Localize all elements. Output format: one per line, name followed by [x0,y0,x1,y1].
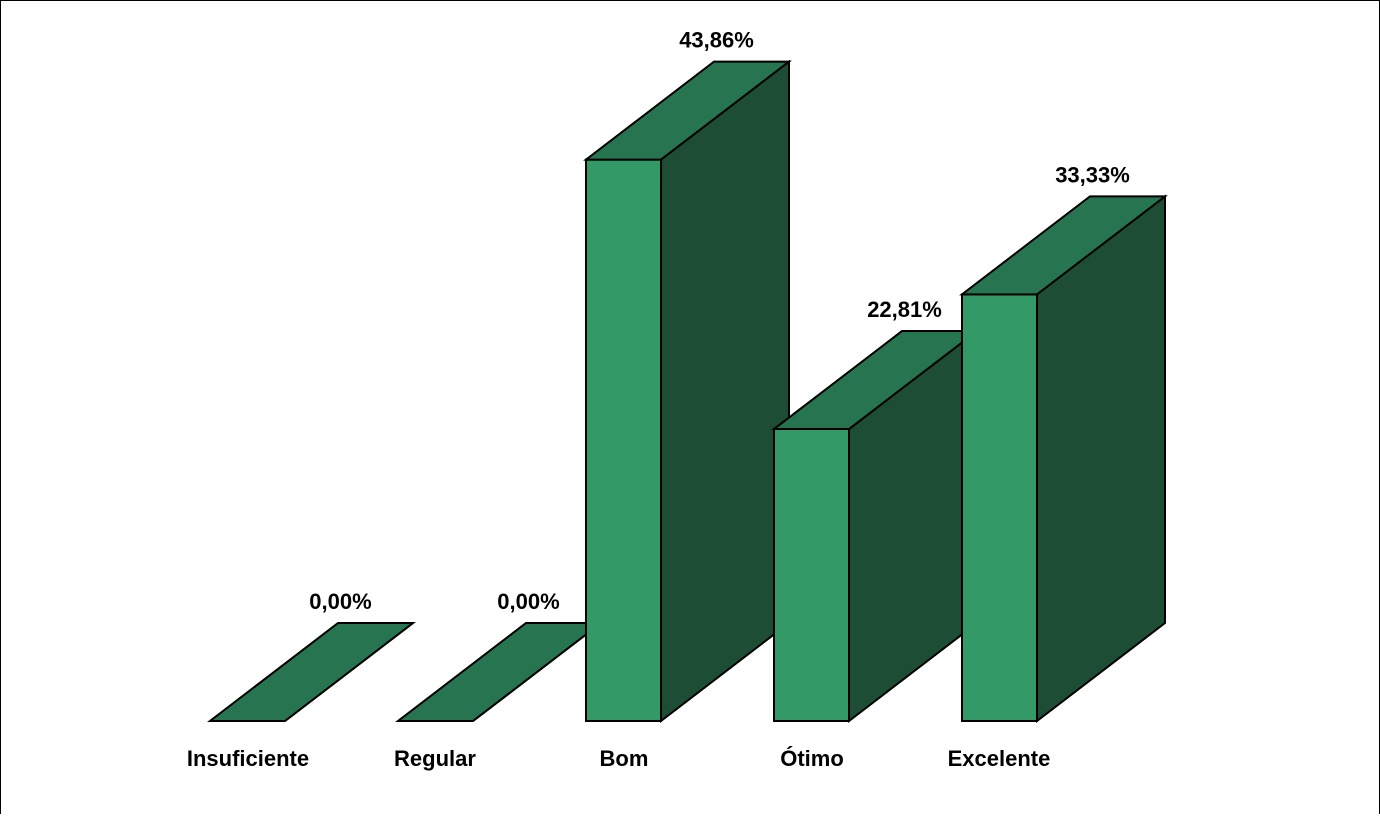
bar-side-face [660,59,790,724]
bar-top-face [959,195,1168,296]
bar-front-face [585,158,662,722]
bar-5 [959,194,1168,724]
bar-3 [583,59,792,724]
bar-top-face [395,622,604,722]
category-label-3: Bom [600,746,649,771]
category-label-5: Excelente [948,746,1051,771]
category-label-1: Insuficiente [187,746,309,771]
data-label-1: 0,00% [309,589,371,614]
bar-front-face [773,428,850,722]
bar-2 [395,622,604,722]
category-label-2: Regular [394,746,476,771]
bars-layer [207,59,1168,724]
bar-4 [771,329,980,724]
bar-top-face [583,60,792,161]
bar-top-face [207,622,416,722]
category-label-4: Ótimo [780,746,844,771]
data-label-3: 43,86% [679,28,754,53]
labels-layer: 0,00% Insuficiente 0,00% Regular 43,86% Bom 22… [187,28,1130,771]
bar-1 [207,622,416,722]
data-label-2: 0,00% [497,589,559,614]
bar-front-face [961,293,1038,722]
data-label-5: 33,33% [1055,162,1130,187]
data-label-4: 22,81% [867,297,942,322]
